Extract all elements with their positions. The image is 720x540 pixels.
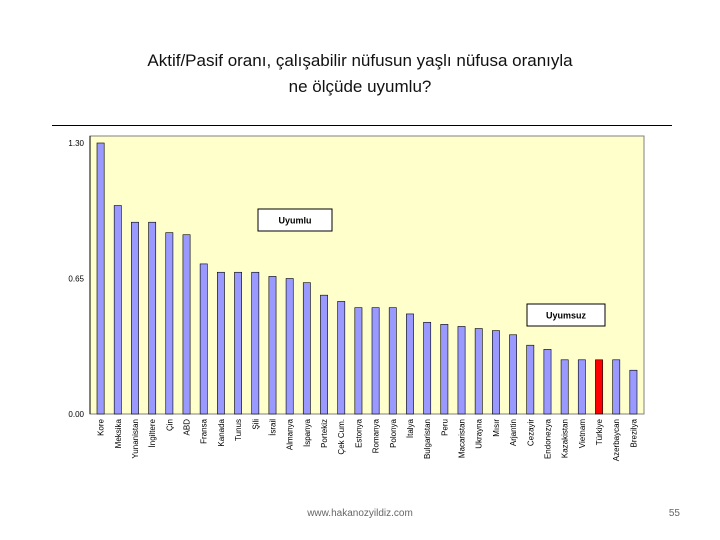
x-tick-label: İngiltere: [148, 418, 157, 447]
annotation-uyumlu: Uyumlu: [257, 208, 333, 232]
x-axis-labels: Kore Meksika Yunanistan İngiltere Çin ABD Fran…: [97, 418, 639, 461]
x-tick-label: ABD: [183, 419, 192, 436]
bar-27: [560, 359, 569, 415]
bar-30: [612, 359, 621, 415]
x-tick-label: Cezayir: [526, 419, 535, 446]
bar-5: [182, 234, 191, 415]
y-tick-label: 0.65: [68, 275, 84, 284]
bar-19: [423, 321, 432, 415]
x-tick-label: Azerbaycan: [612, 419, 621, 461]
slide-title-line-2: ne ölçüde uyumlu?: [288, 77, 432, 96]
x-tick-label: Ukrayna: [475, 418, 484, 448]
bar-12: [302, 282, 311, 415]
bar-13: [320, 294, 328, 415]
x-tick-label: Şili: [251, 419, 260, 430]
bar-14: [337, 301, 346, 415]
bar-18: [406, 313, 414, 415]
x-tick-label: Brezilya: [629, 418, 638, 447]
x-tick-label: Arjantin: [509, 419, 518, 446]
bar-9: [251, 271, 260, 415]
x-tick-label: Polonya: [389, 418, 398, 447]
bar-31: [629, 369, 638, 415]
bar-2: [131, 221, 139, 415]
bar-3: [148, 221, 157, 415]
annotation-uyumsuz: Uyumsuz: [526, 303, 606, 327]
bar-15: [354, 307, 363, 415]
x-tick-label: İtalya: [406, 418, 415, 438]
x-tick-label: Türkiye: [595, 418, 604, 445]
x-tick-label: Mısır: [492, 419, 501, 437]
bar-1: [113, 205, 122, 415]
x-tick-label: Kazakistan: [561, 419, 570, 458]
bar-25: [526, 344, 535, 415]
bar-7: [217, 271, 225, 415]
bar-20: [440, 324, 449, 415]
x-tick-label: Bulgaristan: [423, 419, 432, 459]
annotation-label: Uyumsuz: [546, 311, 587, 321]
y-tick-label: 0.00: [68, 410, 84, 419]
bar-23: [492, 330, 500, 415]
y-axis-ticks: 0.00 0.65 1.30: [68, 139, 84, 419]
bar-21: [457, 326, 466, 415]
x-tick-label: Peru: [440, 419, 449, 436]
x-tick-label: Çek Cum.: [337, 419, 346, 455]
x-tick-label: İspanya: [303, 418, 312, 447]
bar-6: [199, 263, 208, 415]
annotation-label: Uyumlu: [278, 216, 311, 226]
bar-22: [474, 328, 483, 415]
x-tick-label: Çin: [165, 419, 174, 431]
x-tick-label: Kanada: [217, 418, 226, 446]
slide-title: Aktif/Pasif oranı, çalışabilir nüfusun y…: [90, 48, 630, 100]
bar-26: [543, 349, 552, 415]
x-tick-label: Endonezya: [543, 418, 552, 459]
x-tick-label: Vietnam: [578, 419, 587, 449]
bar-24: [509, 334, 517, 415]
footer-url: www.hakanozyildiz.com: [307, 508, 413, 519]
x-tick-label: Romanya: [372, 418, 381, 453]
x-tick-label: Estonya: [354, 418, 363, 447]
bars: [96, 142, 638, 415]
x-tick-label: Tunus: [234, 419, 243, 441]
slide-title-line-1: Aktif/Pasif oranı, çalışabilir nüfusun y…: [147, 51, 573, 70]
annotations: Uyumlu Uyumsuz: [257, 208, 606, 327]
bar-17: [388, 307, 397, 415]
bar-0: [96, 142, 105, 415]
bar-10: [268, 276, 277, 415]
x-tick-label: Yunanistan: [131, 419, 140, 459]
title-divider: [52, 125, 672, 126]
x-tick-label: Fransa: [200, 418, 209, 443]
bar-8: [234, 271, 242, 415]
page-number: 55: [668, 508, 680, 519]
bar-4: [165, 232, 174, 415]
x-tick-label: İsrail: [268, 419, 277, 436]
bar-28: [577, 359, 586, 415]
bar-11: [285, 278, 294, 415]
bar-16: [371, 307, 380, 415]
plot-area: [89, 135, 645, 415]
x-tick-label: Meksika: [114, 418, 123, 448]
x-tick-label: Kore: [97, 418, 106, 435]
y-tick-label: 1.30: [68, 139, 84, 148]
x-tick-label: Macaristan: [458, 419, 467, 458]
x-tick-label: Almanya: [286, 418, 295, 450]
x-tick-label: Portekiz: [320, 419, 329, 448]
bar-29: [595, 359, 603, 415]
